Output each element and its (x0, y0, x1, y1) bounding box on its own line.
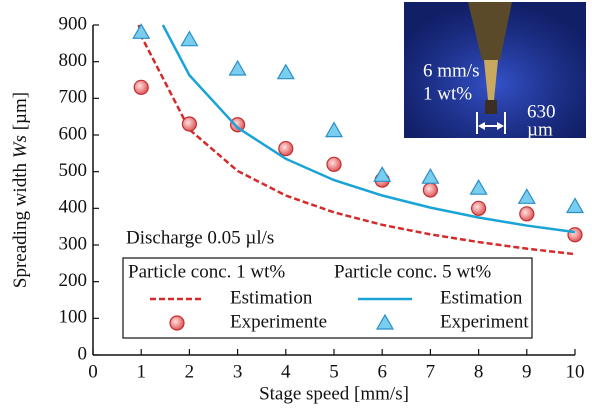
inset-arrowhead (478, 122, 485, 130)
y-axis-label-part: Spreading width (10, 158, 31, 288)
inset-photo: 6 mm/s 1 wt% 630 µm (404, 2, 586, 140)
legend-group-title: Particle conc. 5 wt% (334, 261, 491, 282)
x-tick-label: 6 (377, 361, 387, 382)
x-tick-label: 9 (522, 361, 532, 382)
y-tick-label: 600 (59, 123, 88, 144)
y-tick-label: 0 (78, 343, 88, 364)
x-tick-label: 3 (233, 361, 243, 382)
legend-label: Estimation (440, 287, 523, 308)
line (161, 24, 576, 234)
triangle-marker (276, 63, 295, 80)
circle-marker (471, 200, 487, 216)
inset-label: µm (527, 119, 553, 140)
circle-marker (567, 227, 583, 243)
triangle-marker (421, 167, 440, 184)
x-tick-label: 10 (566, 361, 585, 382)
nozzle-body (468, 2, 512, 60)
y-axis-label-part: Ws (10, 135, 31, 158)
y-axis-label-part: [µm] (10, 92, 31, 135)
y-tick-label: 500 (59, 160, 88, 181)
y-tick-label: 100 (59, 307, 88, 328)
y-tick-label: 200 (59, 270, 88, 291)
circle-marker (181, 116, 197, 132)
circle-marker (133, 79, 149, 95)
triangle-marker (180, 30, 199, 47)
y-tick-label: 900 (59, 13, 88, 34)
circle-marker (278, 140, 294, 157)
triangle-marker (517, 188, 536, 204)
annotation: Discharge 0.05 µl/s (126, 227, 274, 248)
triangle-marker (373, 166, 392, 182)
legend-label: Experimente (230, 311, 327, 332)
x-tick-label: 0 (88, 361, 98, 382)
x-tick-label: 2 (185, 361, 195, 382)
circle-marker (422, 182, 438, 198)
circle-marker (519, 206, 535, 222)
triangle-marker (228, 59, 247, 76)
circle-marker (326, 156, 342, 172)
triangle-marker (324, 121, 344, 138)
nozzle-tip (484, 60, 498, 100)
y-tick-label: 300 (59, 233, 88, 254)
y-tick-label: 700 (59, 87, 88, 108)
circle-marker (169, 315, 185, 331)
y-tick-label: 800 (59, 50, 88, 71)
y-axis-label: Spreading width Ws [µm] (10, 92, 31, 288)
inset-label: 1 wt% (423, 83, 472, 104)
inset-label: 6 mm/s (423, 60, 479, 81)
legend-label: Estimation (230, 287, 313, 308)
x-tick-label: 5 (329, 361, 339, 382)
legend-group-title: Particle conc. 1 wt% (128, 261, 285, 282)
y-tick-label: 400 (59, 197, 88, 218)
triangle-marker (469, 178, 488, 195)
x-tick-label: 8 (474, 361, 484, 382)
triangle-marker (565, 197, 585, 214)
triangle-marker (375, 313, 395, 330)
x-tick-label: 7 (426, 361, 436, 382)
inset-arrowhead (497, 122, 504, 130)
x-axis-label: Stage speed [mm/s] (259, 383, 409, 404)
legend-label: Experiment (440, 311, 529, 332)
line (137, 24, 576, 256)
circle-marker (230, 117, 246, 133)
inset-label: 630 (527, 101, 556, 122)
x-tick-label: 1 (136, 361, 146, 382)
triangle-marker (132, 23, 151, 39)
x-tick-label: 4 (281, 361, 291, 382)
droplet (485, 100, 497, 114)
